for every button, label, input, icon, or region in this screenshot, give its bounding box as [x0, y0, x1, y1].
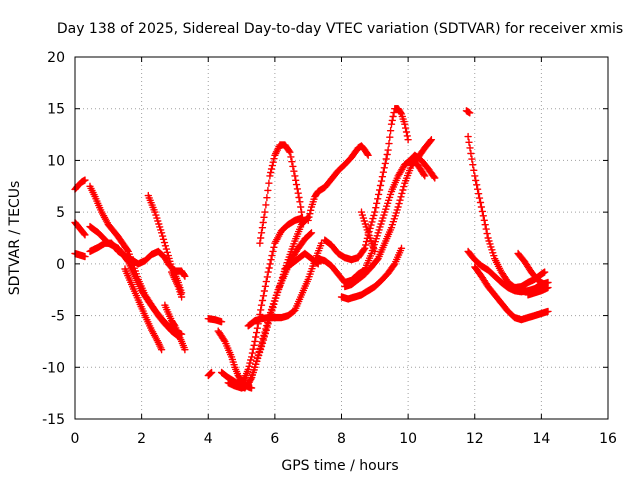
x-tick-label: 14	[532, 431, 550, 447]
series-track-15	[224, 229, 316, 392]
x-tick-label: 12	[466, 431, 484, 447]
series-track-18	[256, 141, 307, 247]
series-markers	[71, 218, 89, 239]
series-markers	[404, 151, 439, 182]
series-markers	[341, 136, 436, 291]
series-track-23	[341, 136, 436, 291]
series-markers	[462, 107, 474, 117]
series-track-19	[281, 249, 322, 273]
series-track-03	[71, 218, 89, 239]
series-track-31	[514, 249, 549, 289]
series-track-09	[167, 268, 186, 301]
data-series	[71, 105, 552, 392]
y-tick-label: 0	[56, 257, 65, 273]
series-markers	[161, 301, 189, 354]
y-tick-label: -10	[42, 360, 65, 376]
x-tick-label: 4	[204, 431, 213, 447]
series-track-11	[204, 368, 216, 380]
series-markers	[237, 214, 306, 387]
x-tick-label: 0	[71, 431, 80, 447]
x-tick-label: 6	[270, 431, 279, 447]
axis-ticks: 0 2 4 6 8 10 12 14 16 -15 -10 -5 0 5 10 15 20	[42, 50, 617, 447]
series-markers	[144, 191, 186, 297]
x-tick-label: 2	[137, 431, 146, 447]
series-track-25	[404, 151, 439, 182]
series-markers	[321, 105, 412, 264]
series-markers	[204, 315, 226, 326]
series-track-27	[462, 107, 474, 117]
series-track-32	[524, 283, 552, 299]
y-tick-label: -15	[42, 412, 65, 428]
series-markers	[514, 249, 549, 289]
x-tick-label: 16	[599, 431, 617, 447]
y-tick-label: 20	[47, 50, 65, 66]
series-track-24	[337, 244, 406, 303]
series-track-29	[464, 247, 552, 296]
series-markers	[357, 208, 379, 256]
series-markers	[71, 176, 89, 194]
y-tick-label: -5	[51, 309, 65, 325]
series-track-07	[121, 265, 166, 354]
y-tick-label: 10	[47, 153, 65, 169]
series-markers	[244, 239, 326, 330]
series-track-01	[71, 176, 89, 194]
series-markers	[281, 249, 322, 273]
y-tick-label: 15	[47, 102, 65, 118]
series-track-05	[71, 249, 89, 261]
series-markers	[256, 141, 307, 247]
series-track-16	[237, 214, 306, 387]
series-markers	[167, 268, 186, 301]
series-markers	[471, 263, 552, 324]
series-markers	[224, 229, 316, 392]
series-track-08	[144, 191, 186, 297]
chart-title: Day 138 of 2025, Sidereal Day-to-day VTE…	[57, 21, 623, 37]
x-axis-label: GPS time / hours	[281, 458, 398, 474]
series-markers	[524, 283, 552, 299]
series-track-30	[471, 263, 552, 324]
y-tick-label: 5	[56, 205, 65, 221]
series-track-12	[204, 315, 226, 326]
series-markers	[121, 265, 166, 354]
series-markers	[204, 368, 216, 380]
series-track-26	[357, 208, 379, 256]
series-track-10	[161, 301, 189, 354]
x-tick-label: 10	[399, 431, 417, 447]
x-tick-label: 8	[337, 431, 346, 447]
y-axis-label: SDTVAR / TECUs	[7, 181, 23, 296]
series-track-20	[304, 142, 372, 225]
series-markers	[304, 142, 372, 225]
series-markers	[337, 244, 406, 303]
grid	[75, 57, 608, 419]
series-track-17	[244, 239, 326, 330]
series-markers	[71, 249, 89, 261]
series-track-21	[321, 105, 412, 264]
series-markers	[464, 247, 552, 296]
